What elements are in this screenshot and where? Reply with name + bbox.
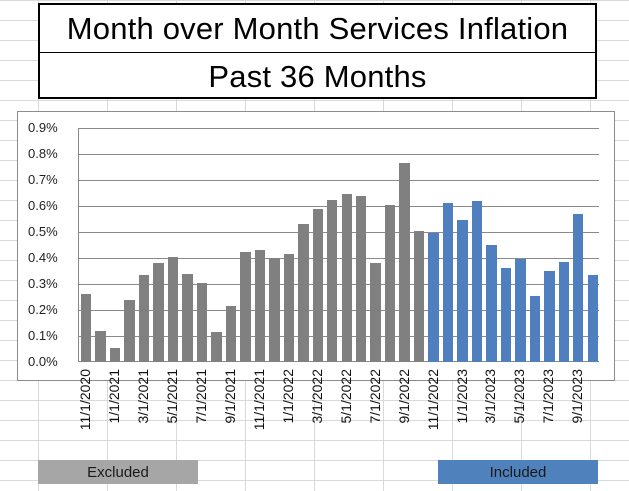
x-tick-label: 7/1/2022 (366, 369, 383, 424)
x-tick-label: 9/1/2023 (569, 369, 586, 424)
y-tick-label: 0.4% (28, 250, 58, 265)
bar-included[interactable] (486, 245, 497, 362)
bar-excluded[interactable] (283, 254, 295, 362)
y-tick-label: 0.8% (28, 146, 58, 161)
bar-excluded[interactable] (196, 282, 208, 362)
x-tick-label: 5/1/2021 (164, 369, 181, 424)
bar-included[interactable] (573, 213, 584, 362)
bar-excluded[interactable] (109, 347, 121, 362)
bar-excluded[interactable] (312, 208, 323, 362)
x-tick-label: 5/1/2023 (511, 369, 528, 424)
x-tick-label: 11/1/2020 (77, 369, 94, 431)
bar-included[interactable] (544, 271, 555, 362)
gridline (78, 258, 599, 259)
bar-excluded[interactable] (225, 306, 237, 362)
bar-included[interactable] (558, 261, 570, 362)
gridline (78, 128, 599, 129)
x-tick-label: 1/1/2021 (106, 369, 123, 424)
bar-excluded[interactable] (240, 251, 251, 362)
bar-excluded[interactable] (355, 195, 367, 362)
gridline (78, 154, 599, 155)
bar-excluded[interactable] (399, 163, 410, 362)
y-tick-label: 0.2% (28, 302, 58, 317)
gridline (78, 310, 599, 311)
y-tick-label: 0.9% (28, 120, 58, 135)
gridline (78, 232, 599, 233)
x-tick-label: 1/1/2022 (279, 369, 296, 424)
bar-excluded[interactable] (167, 256, 179, 362)
x-tick-label: 3/1/2021 (135, 369, 152, 424)
y-tick-label: 0.3% (28, 276, 58, 291)
bar-excluded[interactable] (341, 194, 352, 362)
x-tick-label: 9/1/2022 (395, 369, 412, 424)
gridline (78, 206, 599, 207)
gridline (78, 180, 599, 181)
legend-included: Included (438, 460, 598, 484)
x-tick-label: 11/1/2021 (250, 369, 267, 431)
gridline (78, 336, 599, 337)
y-tick-label: 0.6% (28, 198, 58, 213)
bar-included[interactable] (515, 259, 526, 362)
chart-title-box: Month over Month Services Inflation Past… (38, 3, 597, 99)
x-tick-label: 7/1/2021 (193, 369, 209, 424)
x-tick-label: 7/1/2023 (540, 369, 557, 424)
bar-excluded[interactable] (269, 258, 280, 362)
bar-excluded[interactable] (124, 299, 135, 362)
bar-excluded[interactable] (413, 230, 425, 362)
bar-included[interactable] (529, 295, 541, 362)
x-tick-label: 11/1/2022 (424, 369, 441, 431)
y-tick-label: 0.1% (28, 328, 58, 343)
legend-included-label: Included (489, 463, 547, 481)
bar-included[interactable] (587, 274, 598, 362)
bar-excluded[interactable] (254, 250, 266, 362)
x-tick-label: 3/1/2022 (308, 369, 325, 424)
legend-excluded: Excluded (38, 460, 198, 484)
bar-included[interactable] (442, 203, 454, 362)
bar-included[interactable] (428, 233, 439, 362)
bar-excluded[interactable] (327, 199, 338, 362)
x-tick-label: 1/1/2023 (453, 369, 470, 424)
y-tick-label: 0.0% (28, 354, 58, 369)
x-tick-label: 3/1/2023 (482, 369, 499, 424)
bar-excluded[interactable] (95, 330, 106, 362)
legend-excluded-label: Excluded (87, 463, 149, 481)
bar-excluded[interactable] (211, 332, 222, 362)
bar-excluded[interactable] (138, 274, 150, 362)
plot-area (78, 128, 599, 362)
gridline (78, 284, 599, 285)
y-tick-label: 0.7% (28, 172, 58, 187)
bar-excluded[interactable] (384, 204, 396, 362)
bar-excluded[interactable] (298, 224, 309, 362)
bar-excluded[interactable] (182, 273, 193, 362)
bar-excluded[interactable] (81, 294, 92, 362)
bar-excluded[interactable] (153, 263, 164, 362)
bar-included[interactable] (471, 200, 483, 362)
bar-included[interactable] (500, 268, 512, 362)
x-axis-line (78, 361, 599, 362)
chart-title: Month over Month Services Inflation (40, 5, 595, 53)
x-tick-label: 5/1/2022 (337, 369, 354, 424)
bar-included[interactable] (457, 220, 468, 362)
chart-subtitle: Past 36 Months (208, 58, 427, 94)
x-axis-labels: 11/1/2020 1/1/2021 3/1/2021 5/1/2021 7/1/202… (77, 367, 599, 447)
y-tick-label: 0.5% (28, 224, 58, 239)
chart-area[interactable]: 0.0% 0.1% 0.2% 0.3% 0.4% 0.5% 0.6% 0.7% 0.8% 0.9%… (17, 111, 615, 430)
bar-excluded[interactable] (370, 263, 381, 362)
x-tick-label: 9/1/2021 (221, 369, 238, 424)
y-axis-line (78, 128, 79, 362)
